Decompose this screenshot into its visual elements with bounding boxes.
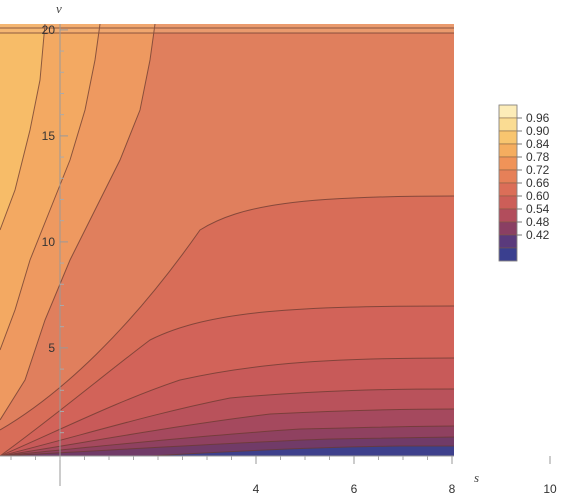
contour-line-3: [0, 24, 46, 231]
x-tick-label: 10: [543, 482, 557, 496]
contour-line-10: [0, 436, 454, 456]
legend-swatch: [498, 182, 518, 197]
legend-label: 0.42: [526, 228, 550, 242]
contour-line-7: [0, 388, 454, 456]
legend-swatch: [498, 130, 518, 145]
tick-labels: 4 6 8 10 5 10 15 20: [42, 23, 557, 496]
contour-line-11: [149, 445, 454, 456]
legend-label: 0.96: [526, 111, 550, 125]
contour-lines: [0, 24, 454, 456]
contour-band-bottom: [150, 446, 454, 456]
x-tick-label: 8: [449, 482, 456, 496]
x-tick-label: 6: [351, 482, 358, 496]
contour-line-4: [0, 195, 454, 431]
contour-fill: [0, 24, 454, 456]
legend-label: 0.78: [526, 150, 550, 164]
legend-swatch: [498, 169, 518, 184]
contour-line-1: [0, 24, 156, 421]
legend-swatch: [498, 221, 518, 236]
contour-line-8: [0, 408, 454, 456]
legend-swatch: [498, 234, 518, 249]
y-tick-label: 10: [42, 235, 56, 249]
y-tick-label: 5: [48, 341, 55, 355]
x-tick-label: 4: [253, 482, 260, 496]
legend-swatch: [498, 104, 518, 119]
contour-band-corner: [0, 24, 45, 230]
legend-label: 0.60: [526, 189, 550, 203]
legend: 0.960.900.840.780.720.660.600.540.480.42: [498, 104, 550, 262]
contour-line-9: [0, 425, 454, 456]
contour-line-5: [0, 305, 454, 456]
legend-swatch: [498, 195, 518, 210]
tick-marks: [10, 29, 551, 464]
legend-label: 0.90: [526, 124, 550, 138]
legend-label: 0.48: [526, 215, 550, 229]
legend-label: 0.72: [526, 163, 550, 177]
legend-label: 0.54: [526, 202, 550, 216]
legend-swatch: [498, 247, 518, 262]
legend-swatch: [498, 208, 518, 223]
legend-label: 0.66: [526, 176, 550, 190]
y-tick-label: 15: [42, 129, 56, 143]
legend-label: 0.84: [526, 137, 550, 151]
legend-swatch: [498, 117, 518, 132]
contour-line-6: [0, 357, 454, 456]
y-tick-label: 20: [42, 23, 56, 37]
x-axis-label: s: [474, 470, 479, 485]
legend-swatch: [498, 156, 518, 171]
y-axis-label: v: [56, 1, 62, 16]
legend-swatch: [498, 143, 518, 158]
